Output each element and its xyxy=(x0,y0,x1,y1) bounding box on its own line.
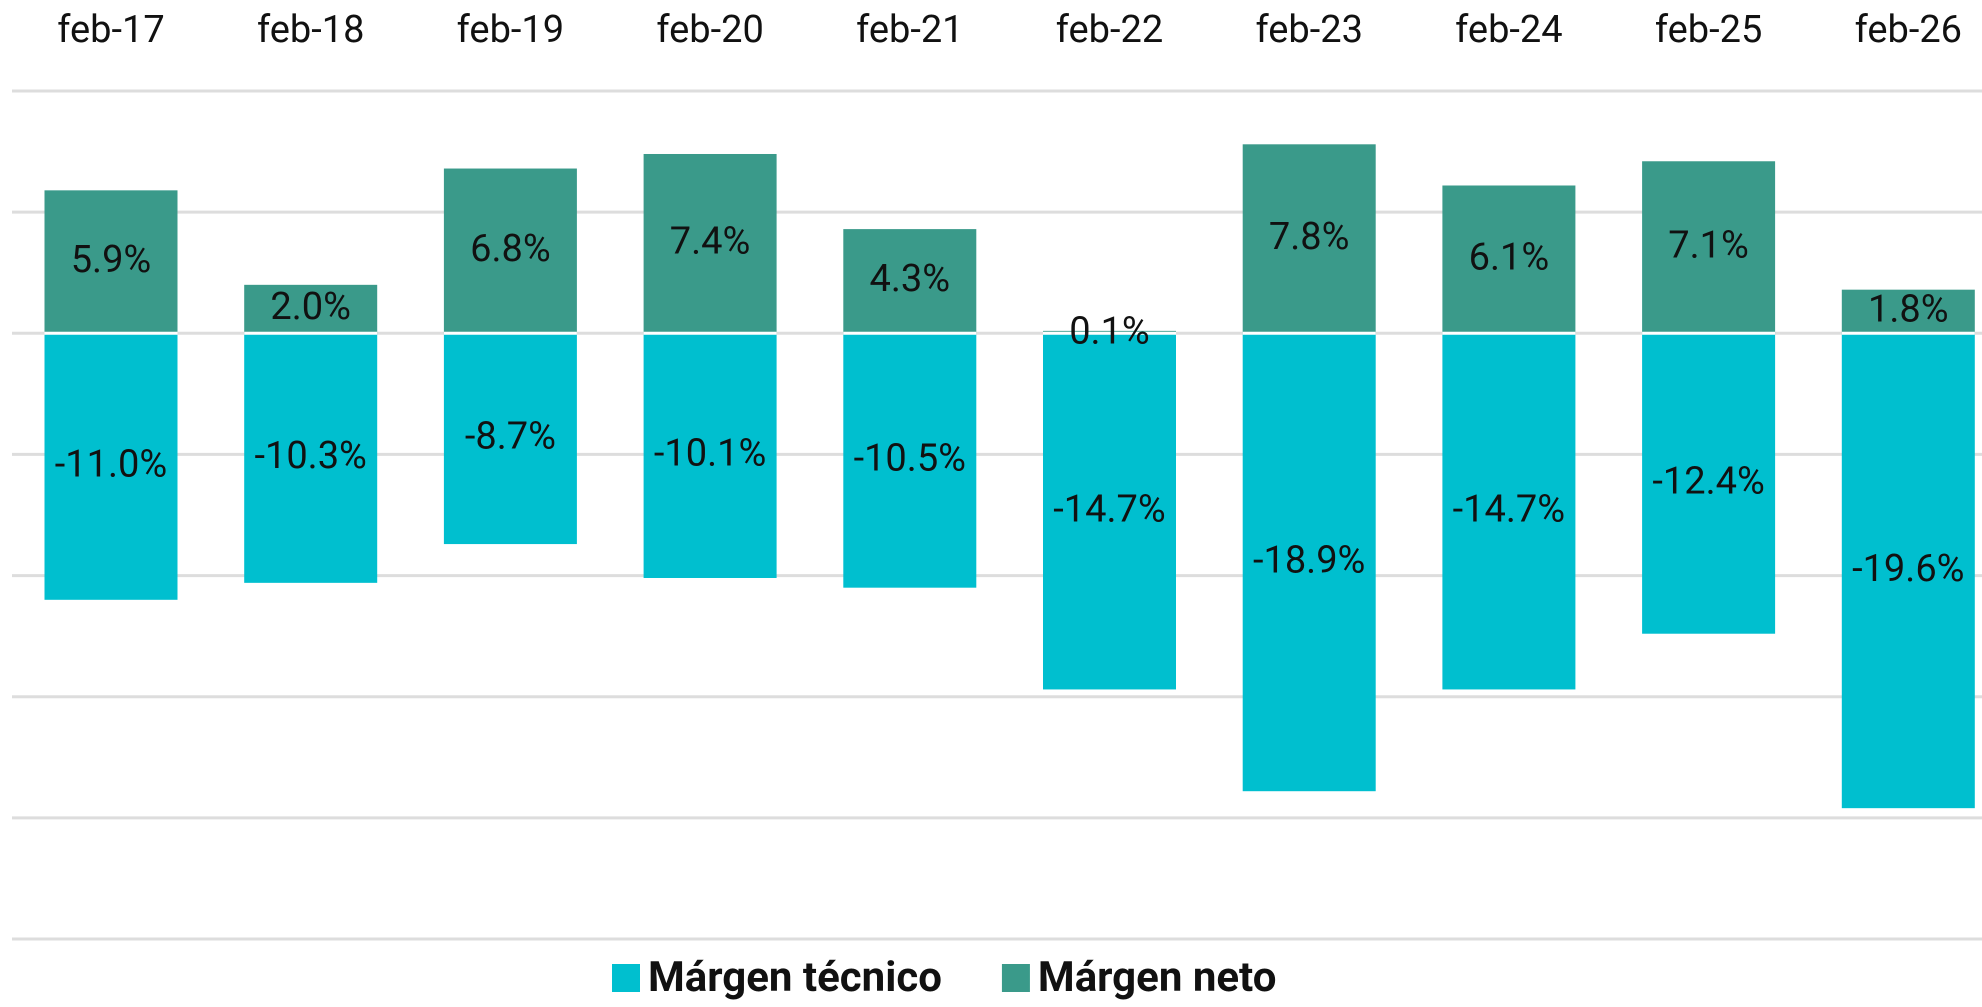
x-tick-label: feb-17 xyxy=(57,8,164,52)
bar xyxy=(1442,185,1576,334)
x-tick-label: feb-23 xyxy=(1255,8,1362,52)
x-tick-label: feb-24 xyxy=(1455,8,1562,52)
bar xyxy=(843,333,977,588)
bar xyxy=(443,168,577,334)
x-tick-label: feb-25 xyxy=(1655,8,1762,52)
data-label: -10.3% xyxy=(254,434,366,478)
bar xyxy=(1442,333,1576,690)
bar xyxy=(643,153,777,334)
data-label: 5.9% xyxy=(71,238,152,282)
bar xyxy=(244,284,378,334)
bar xyxy=(244,333,378,583)
bar xyxy=(1841,289,1975,334)
bar xyxy=(1642,333,1776,634)
data-label: -18.9% xyxy=(1253,538,1365,582)
bar xyxy=(443,333,577,545)
data-label: -19.6% xyxy=(1852,547,1964,591)
data-label: 7.8% xyxy=(1269,215,1350,259)
data-label: -11.0% xyxy=(55,443,167,487)
x-tick-label: feb-20 xyxy=(656,8,763,52)
data-label: -14.7% xyxy=(1053,487,1165,531)
data-label: 6.8% xyxy=(470,227,551,271)
x-tick-label: feb-26 xyxy=(1855,8,1962,52)
legend-swatch xyxy=(612,964,640,992)
bar xyxy=(44,190,178,334)
bar xyxy=(44,333,178,600)
data-label: 1.8% xyxy=(1868,288,1949,332)
x-tick-label: feb-21 xyxy=(856,8,963,52)
bar xyxy=(843,229,977,334)
data-label: -8.7% xyxy=(465,415,556,459)
x-tick-label: feb-18 xyxy=(257,8,364,52)
data-label: 4.3% xyxy=(870,257,951,301)
bar xyxy=(1242,144,1376,334)
x-tick-label: feb-22 xyxy=(1056,8,1163,52)
bar xyxy=(1242,333,1376,792)
bar xyxy=(1841,333,1975,809)
legend-swatch xyxy=(1001,964,1030,992)
bar xyxy=(1642,161,1776,334)
data-label: -12.4% xyxy=(1652,460,1764,504)
data-label: 2.0% xyxy=(270,285,351,329)
data-label: 7.1% xyxy=(1668,223,1749,267)
data-label: -10.1% xyxy=(654,432,766,476)
legend-label: Márgen neto xyxy=(1038,953,1277,1002)
bar xyxy=(643,333,777,578)
bar xyxy=(1043,333,1176,690)
data-label: 7.4% xyxy=(670,220,751,264)
data-label: 0.1% xyxy=(1069,309,1150,353)
data-label: -14.7% xyxy=(1453,487,1565,531)
data-label: 6.1% xyxy=(1469,235,1550,279)
x-tick-label: feb-19 xyxy=(457,8,564,52)
data-label: -10.5% xyxy=(854,437,966,481)
legend-label: Márgen técnico xyxy=(648,953,942,1002)
